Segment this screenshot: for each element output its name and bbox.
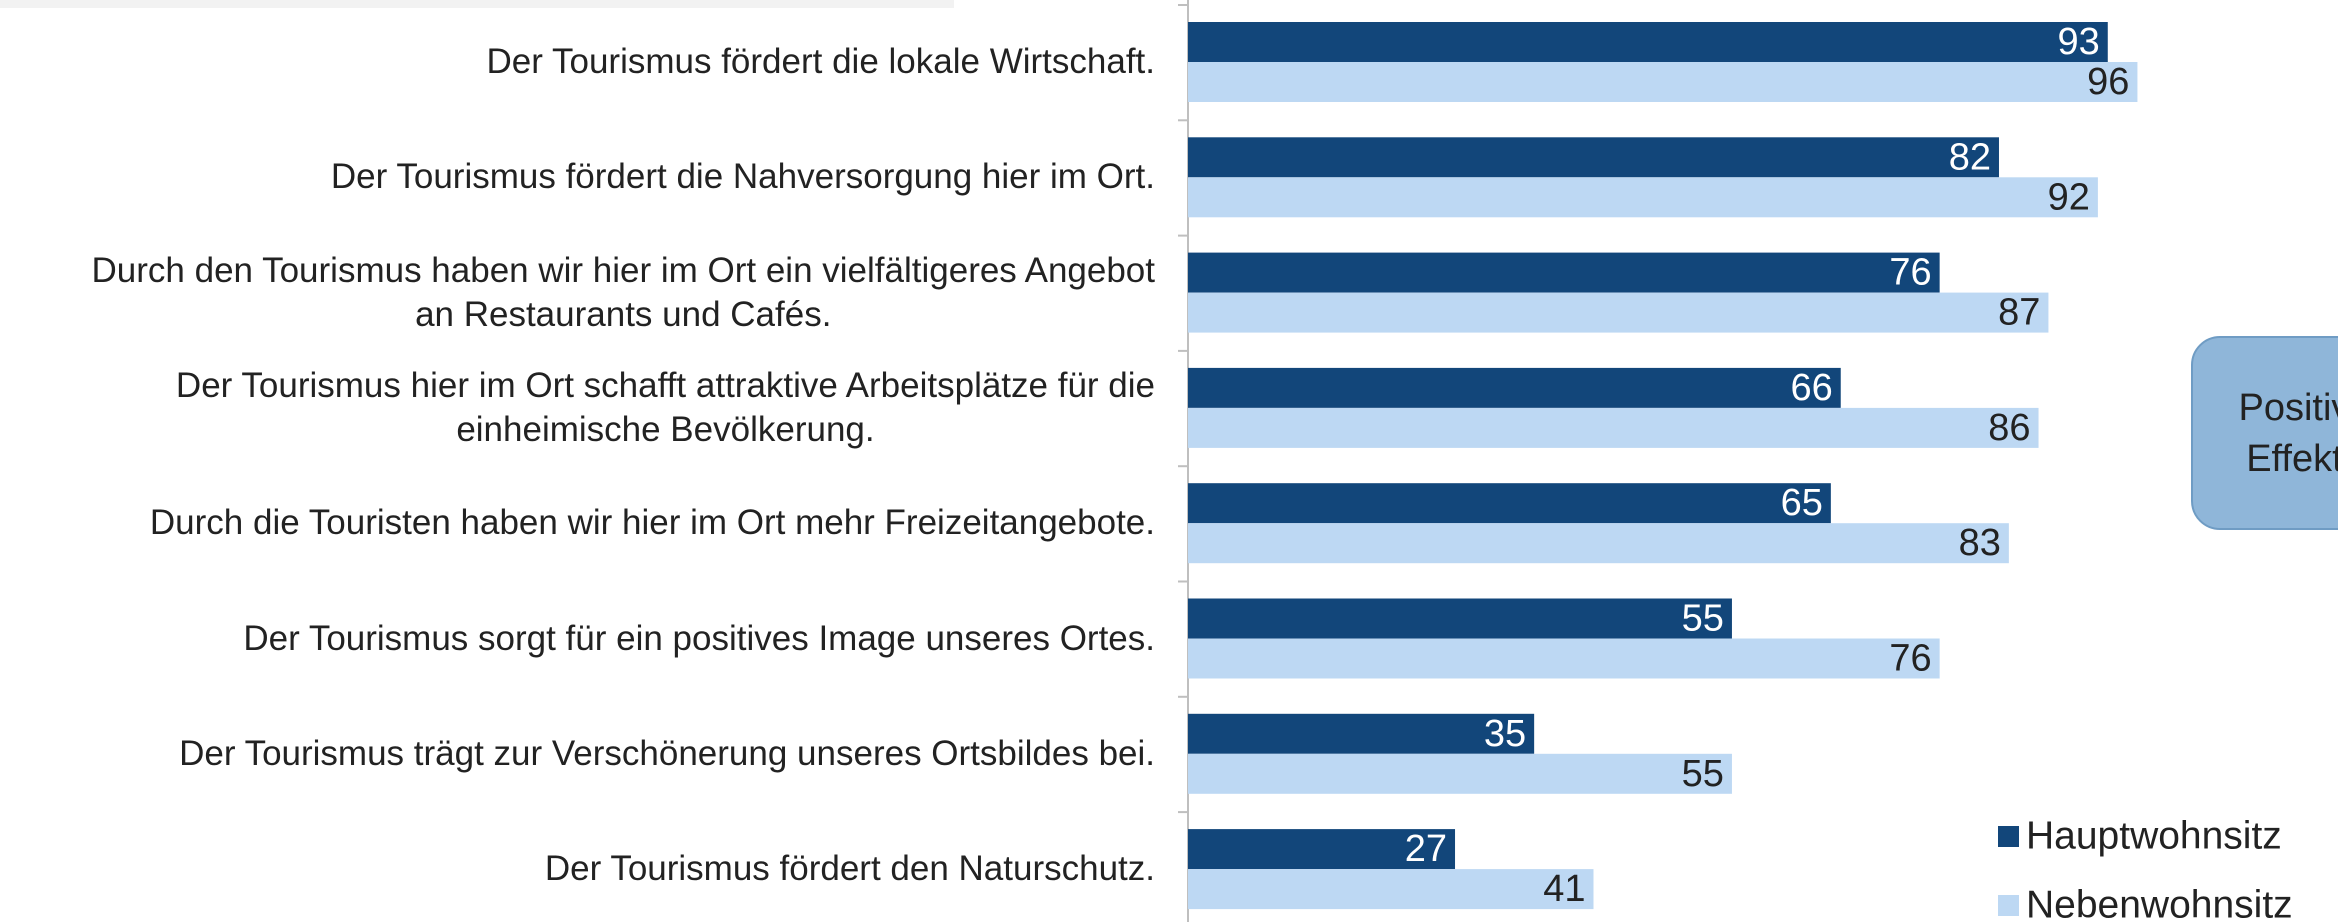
category-label-text: Der Tourismus fördert die Nahversorgung … <box>330 157 1155 197</box>
bar <box>1188 22 2108 62</box>
value-label: 92 <box>2048 176 2090 218</box>
category-label: Der Tourismus sorgt für ein positives Im… <box>243 589 1155 689</box>
top-bar <box>0 0 954 8</box>
side-box-label: Positive <box>2238 387 2338 429</box>
value-label: 55 <box>1682 753 1724 795</box>
value-label: 65 <box>1781 482 1823 524</box>
bar <box>1188 829 1456 870</box>
category-label: Der Tourismus trägt zur Verschönerung un… <box>179 704 1155 804</box>
bar <box>1188 483 1831 524</box>
bar <box>1188 638 1940 679</box>
bar <box>1188 869 1594 910</box>
value-label: 96 <box>2087 61 2129 103</box>
category-label: Der Tourismus fördert den Naturschutz. <box>545 819 1155 919</box>
legend-label: Hauptwohnsitz <box>2026 814 2282 857</box>
bar <box>1188 523 2009 564</box>
legend-swatch <box>1998 895 2019 916</box>
bar <box>1188 252 1940 293</box>
category-label: Der Tourismus hier im Ort schafft attrak… <box>176 358 1155 458</box>
bar <box>1188 137 1999 178</box>
value-label: 41 <box>1543 868 1585 910</box>
category-label: Durch den Tourismus haben wir hier im Or… <box>92 243 1155 343</box>
bar <box>1188 753 1732 794</box>
category-label-text: Der Tourismus trägt zur Verschönerung un… <box>179 733 1155 773</box>
value-label: 35 <box>1484 713 1526 755</box>
value-label: 76 <box>1889 252 1931 294</box>
value-label: 66 <box>1790 367 1832 409</box>
value-label: 93 <box>2057 21 2099 63</box>
category-label-text: Durch den Tourismus haben wir hier im Or… <box>91 250 1155 334</box>
value-label: 76 <box>1889 638 1931 680</box>
value-label: 83 <box>1959 522 2001 564</box>
category-label-text: Der Tourismus sorgt für ein positives Im… <box>243 618 1155 658</box>
side-box-label: Effekte <box>2246 438 2338 480</box>
side-box <box>2191 336 2338 530</box>
category-label: Der Tourismus fördert die lokale Wirtsch… <box>487 12 1155 112</box>
category-label-text: Der Tourismus fördert den Naturschutz. <box>544 849 1155 889</box>
value-label: 55 <box>1682 598 1724 640</box>
legend-label: Nebenwohnsitz <box>2026 883 2293 922</box>
bar <box>1188 407 2039 448</box>
bar <box>1188 598 1732 639</box>
value-label: 87 <box>1998 292 2040 334</box>
bar <box>1188 62 2138 102</box>
bar <box>1188 367 1841 408</box>
bar <box>1188 713 1535 754</box>
category-label-text: Durch die Touristen haben wir hier im Or… <box>149 503 1155 543</box>
value-label: 27 <box>1405 828 1447 870</box>
value-label: 86 <box>1988 407 2030 449</box>
bar <box>1188 177 2098 218</box>
bar <box>1188 292 2049 333</box>
category-label-text: Der Tourismus fördert die lokale Wirtsch… <box>486 42 1155 81</box>
value-label: 82 <box>1949 136 1991 178</box>
category-label: Der Tourismus fördert die Nahversorgung … <box>331 127 1155 227</box>
category-label: Durch die Touristen haben wir hier im Or… <box>150 473 1155 573</box>
legend-swatch <box>1998 826 2019 847</box>
category-label-text: Der Tourismus hier im Ort schafft attrak… <box>175 365 1155 449</box>
